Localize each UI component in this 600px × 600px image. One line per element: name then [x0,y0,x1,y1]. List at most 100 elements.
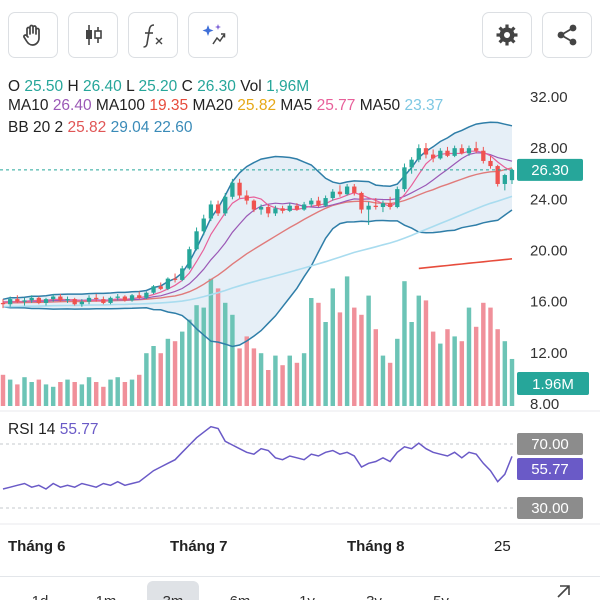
candle [58,293,63,302]
range-1d-button[interactable]: 1d [14,581,66,600]
close-value: 26.30 [197,78,236,95]
volume-bar [194,305,199,406]
volume-bar [108,379,113,406]
candle [502,173,507,191]
candle [201,214,206,236]
volume-bar [301,353,307,406]
volume-bar [230,314,235,406]
high-label: H [67,78,78,95]
volume-bar [445,329,450,406]
range-3y-button[interactable]: 3y [348,581,400,600]
volume-bar [180,331,185,406]
volume-bar [237,348,242,406]
candle [137,291,142,300]
volume-bar [187,319,192,406]
candle [294,203,300,211]
bb-lower-value: 22.60 [154,119,193,136]
volume-bar [416,295,422,406]
volume-bar [330,288,335,406]
candle [94,293,99,302]
volume-bar [43,384,49,406]
auto-analysis-button[interactable] [188,12,238,58]
bb-legend: BB 20 2 25.82 29.04 22.60 [8,119,193,136]
candle [129,293,135,302]
candle [230,178,235,200]
volume-bar [136,374,142,406]
candle [165,277,171,291]
low-value: 25.20 [138,78,177,95]
volume-bar [373,329,379,406]
indicators-button[interactable] [128,12,178,58]
share-button[interactable] [542,12,592,58]
expand-icon[interactable] [554,583,572,600]
candle [86,295,92,305]
candle [366,201,371,225]
ohlc-legend: O 25.50 H 26.40 L 25.20 C 26.30 Vol 1,96… [8,78,309,95]
candle [51,293,56,302]
candle [22,297,27,306]
candle [215,200,221,216]
candle [373,198,378,210]
volume-bar [352,307,357,406]
range-5y-button[interactable]: 5y [415,581,467,600]
volume-bar [287,355,292,406]
rsi-70-tag: 70.00 [517,433,583,455]
candle [29,295,34,303]
range-6m-button[interactable]: 6m [214,581,266,600]
candle [452,145,457,158]
volume-bar [344,276,350,406]
range-3m-button[interactable]: 3m [147,581,199,600]
volume-bar [316,302,321,406]
candle [108,296,113,305]
candlesticks [0,141,515,309]
bb-label: BB 20 2 [8,119,63,136]
volume-bar [502,341,508,406]
volume-bar [452,336,457,406]
range-1y-button[interactable]: 1y [281,581,333,600]
bb-middle-value: 25.82 [67,119,106,136]
open-label: O [8,78,20,95]
volume-bar [409,322,414,406]
time-label-25: 25 [494,538,511,555]
candle [15,295,20,303]
volume-bar [395,338,400,406]
svg-text:26.30: 26.30 [531,162,569,179]
svg-text:55.77: 55.77 [531,461,569,478]
hand-icon [23,24,40,46]
hand-tool-button[interactable] [8,12,58,58]
volume-bar [72,382,77,406]
ma10-label: MA10 [8,97,49,114]
candle [481,146,486,164]
candle [344,183,350,196]
price-tick-label: 32.00 [530,89,568,106]
range-bar: 1d 1m 3m 6m 1y 3y 5y [0,576,600,600]
price-axis: 32.00 28.00 24.00 20.00 16.00 12.00 8.00 [530,89,568,413]
settings-button[interactable] [482,12,532,58]
ma50-label: MA50 [360,97,401,114]
volume-bar [258,353,264,406]
candle [43,297,49,306]
range-1m-button[interactable]: 1m [80,581,132,600]
candle [316,196,321,208]
chart-type-button[interactable] [68,12,118,58]
volume-bar [273,355,278,406]
candle [258,204,264,215]
volume-bar [223,302,228,406]
candle [194,227,199,251]
rsi-value: 55.77 [60,421,99,438]
time-label-august: Tháng 8 [347,538,405,555]
open-value: 25.50 [24,78,63,95]
candle [101,296,106,305]
volume-bar [50,386,56,406]
candle [380,200,386,213]
svg-text:1.96M: 1.96M [532,376,574,393]
candle [144,291,149,300]
candle [237,178,242,199]
candle [495,164,500,187]
price-tick-label: 20.00 [530,243,568,260]
volume-bar [488,307,493,406]
candle [79,299,85,307]
price-chart[interactable]: O 25.50 H 26.40 L 25.20 C 26.30 Vol 1,96… [0,66,600,576]
candle [223,192,228,216]
gear-icon [496,24,518,46]
